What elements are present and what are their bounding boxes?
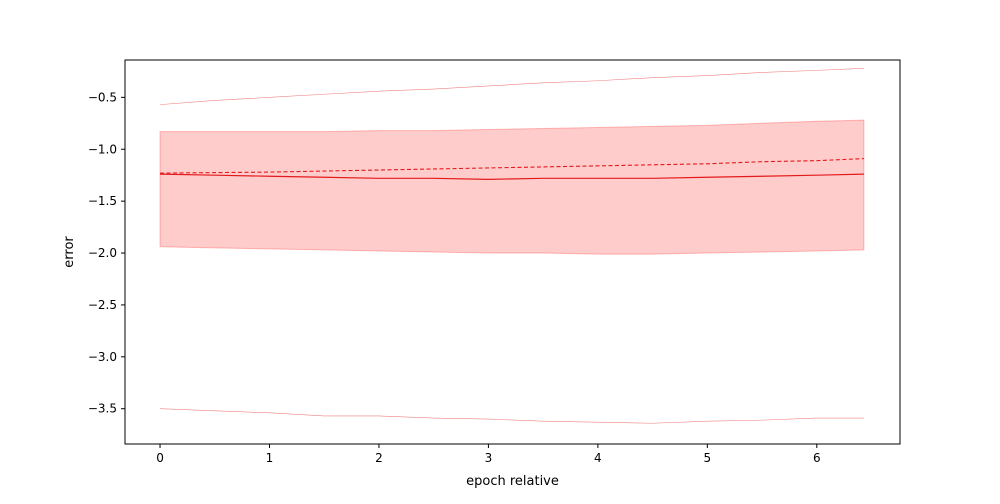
y-tick-label: −1.0 [88, 142, 117, 156]
x-tick-label: 2 [375, 451, 383, 465]
mean-line [160, 173, 864, 180]
x-tick-label: 5 [704, 451, 712, 465]
x-axis-label: epoch relative [466, 474, 559, 489]
lower-extreme-line [160, 408, 864, 424]
x-tick-label: 6 [813, 451, 821, 465]
y-tick-label: −3.0 [88, 350, 117, 364]
x-tick-label: 1 [266, 451, 274, 465]
confidence-band [159, 119, 865, 255]
trend-line [160, 158, 864, 174]
y-tick-label: −3.5 [88, 402, 117, 416]
y-axis-label: error [62, 236, 77, 268]
y-tick-label: −0.5 [88, 90, 117, 104]
x-tick-label: 4 [594, 451, 602, 465]
x-tick-label: 0 [156, 451, 164, 465]
x-tick-label: 3 [485, 451, 493, 465]
plot-frame [124, 59, 901, 445]
upper-extreme-line [160, 68, 864, 105]
y-tick-label: −2.5 [88, 298, 117, 312]
y-tick-label: −2.0 [88, 246, 117, 260]
y-tick-label: −1.5 [88, 194, 117, 208]
